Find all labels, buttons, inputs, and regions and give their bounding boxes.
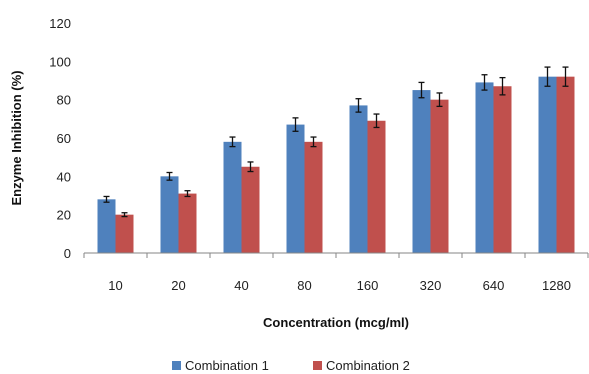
legend-swatch bbox=[313, 361, 322, 370]
bar bbox=[286, 124, 305, 253]
bars-layer bbox=[97, 76, 575, 254]
y-tick-label: 40 bbox=[57, 169, 71, 184]
bar bbox=[178, 193, 197, 253]
x-tick-label: 1280 bbox=[542, 278, 571, 293]
x-tick-label: 160 bbox=[357, 278, 379, 293]
bar bbox=[349, 105, 368, 254]
error-bars-layer bbox=[103, 66, 569, 218]
y-tick-label: 0 bbox=[64, 246, 71, 261]
bar bbox=[223, 141, 242, 253]
x-tick-label: 10 bbox=[108, 278, 122, 293]
bar bbox=[556, 76, 575, 254]
legend-label: Combination 1 bbox=[185, 358, 269, 373]
bar bbox=[475, 82, 494, 254]
bar bbox=[97, 199, 116, 253]
x-tick-label: 20 bbox=[171, 278, 185, 293]
legend-label: Combination 2 bbox=[326, 358, 410, 373]
bar bbox=[241, 166, 260, 253]
bar bbox=[115, 214, 134, 253]
legend: Combination 1 Combination 2 bbox=[172, 358, 410, 373]
legend-swatch bbox=[172, 361, 181, 370]
y-tick-label: 100 bbox=[49, 54, 71, 69]
x-tick-label: 320 bbox=[420, 278, 442, 293]
bar bbox=[367, 120, 386, 253]
y-axis-ticks: 0 20 40 60 80 100 120 bbox=[49, 16, 71, 261]
bar bbox=[304, 141, 323, 253]
bar bbox=[493, 86, 512, 253]
x-tick-label: 640 bbox=[483, 278, 505, 293]
bar bbox=[160, 176, 179, 253]
x-axis-ticks: 10 20 40 80 160 320 640 1280 bbox=[83, 253, 589, 293]
x-tick-label: 80 bbox=[297, 278, 311, 293]
y-tick-label: 20 bbox=[57, 208, 71, 223]
bar bbox=[430, 99, 449, 254]
y-tick-label: 60 bbox=[57, 131, 71, 146]
y-axis-title: Enzyme Inhibition (%) bbox=[9, 70, 24, 205]
x-axis-title: Concentration (mcg/ml) bbox=[263, 315, 409, 330]
y-tick-label: 80 bbox=[57, 93, 71, 108]
bar bbox=[412, 90, 431, 253]
y-tick-label: 120 bbox=[49, 16, 71, 31]
x-tick-label: 40 bbox=[234, 278, 248, 293]
bar bbox=[538, 76, 557, 254]
